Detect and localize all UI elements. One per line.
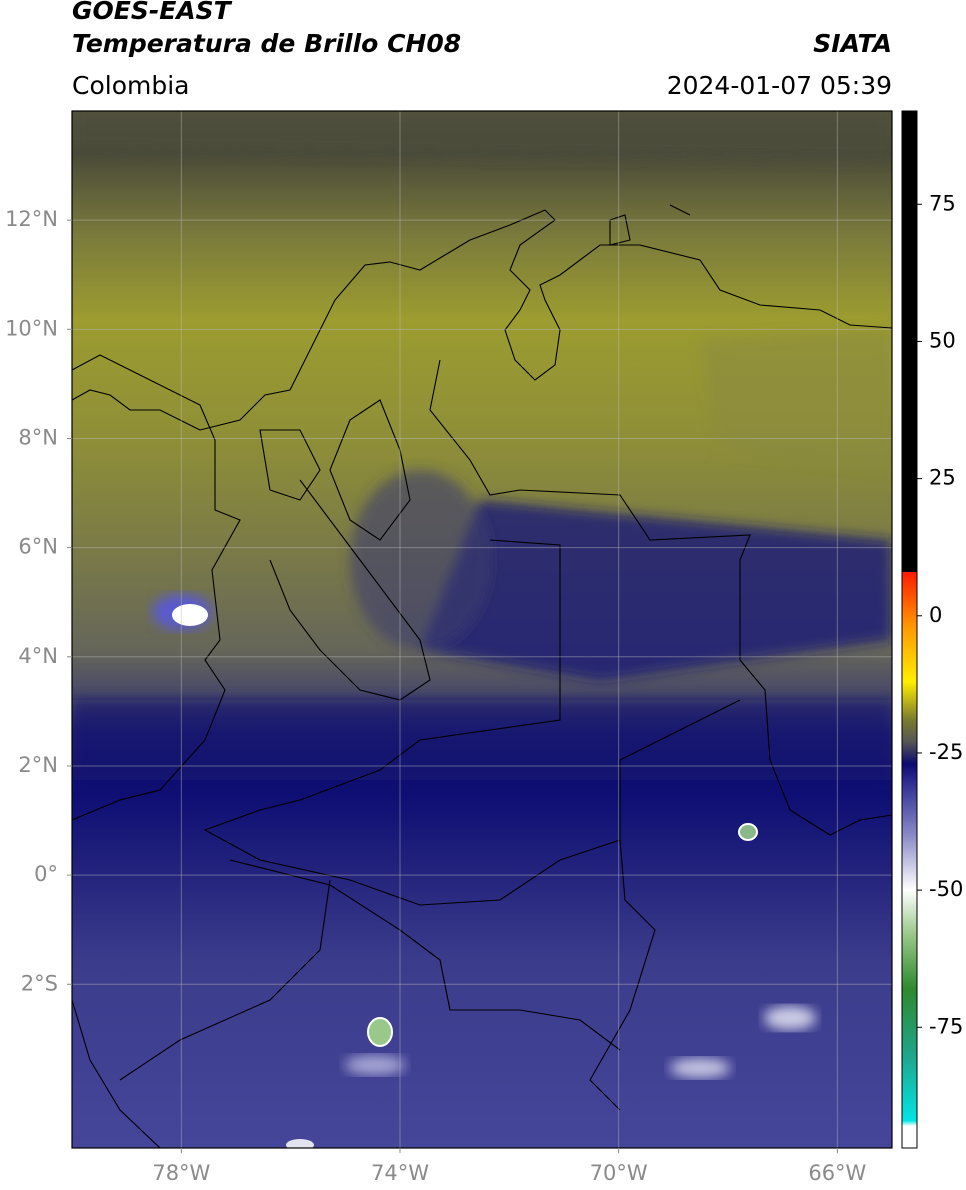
lon-tick-label: 78°W — [152, 1161, 210, 1185]
timestamp: 2024-01-07 05:39 — [667, 71, 892, 100]
lat-tick-label: 10°N — [5, 316, 58, 340]
cloud-field — [72, 111, 892, 780]
graticule — [72, 111, 892, 1148]
lon-tick-label: 74°W — [371, 1161, 429, 1185]
lat-tick-label: 12°N — [5, 207, 58, 231]
lat-tick-label: 2°N — [18, 753, 58, 777]
satellite-image — [72, 111, 892, 1148]
colorbar-tick-label: -75 — [929, 1014, 963, 1038]
map-frame — [71, 110, 893, 1149]
colorbar-tick-label: 0 — [929, 603, 942, 627]
colorbar-tick-label: -25 — [929, 740, 963, 764]
lon-tick-label: 66°W — [808, 1161, 866, 1185]
colorbar-tick-label: 25 — [929, 466, 956, 490]
colorbar-tick-label: 50 — [929, 328, 956, 352]
lat-tick-label: 8°N — [18, 425, 58, 449]
colorbar-tick-label: 75 — [929, 191, 956, 215]
colorbar-ramp — [902, 111, 917, 1148]
source: SIATA — [813, 29, 892, 58]
lat-tick-label: 6°N — [18, 535, 58, 559]
title: GOES-EAST — [72, 0, 233, 25]
region: Colombia — [72, 71, 189, 100]
borders — [72, 204, 892, 1148]
colorbar-frame — [901, 110, 918, 1149]
lat-tick-label: 0° — [34, 862, 58, 886]
cold-cloud-tops — [152, 594, 816, 1148]
lat-tick-label: 2°S — [21, 971, 58, 995]
subtitle: Temperatura de Brillo CH08 — [72, 29, 461, 58]
lat-tick-label: 4°N — [18, 644, 58, 668]
colorbar: 75 50 25 0 -25 -50 -75 — [901, 110, 963, 1149]
colorbar-tick-label: -50 — [929, 877, 963, 901]
lon-tick-label: 70°W — [590, 1161, 648, 1185]
